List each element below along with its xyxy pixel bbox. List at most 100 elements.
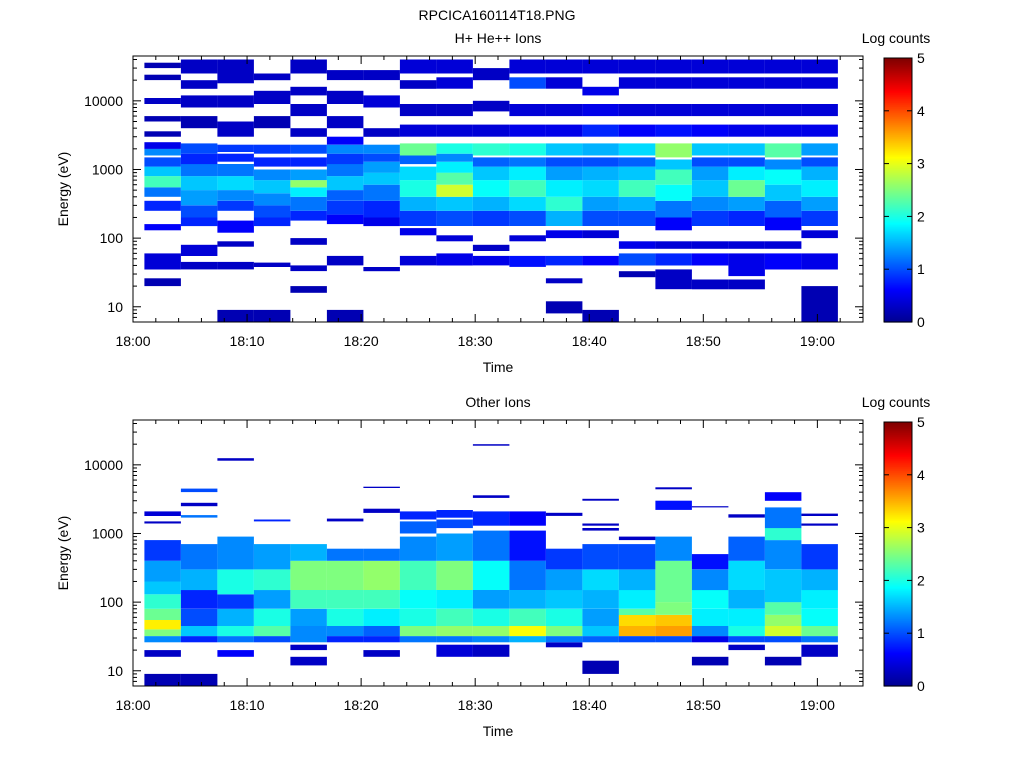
colorbar-swatch <box>884 276 912 279</box>
heatmap-cell <box>691 210 729 226</box>
colorbar-swatch <box>884 180 912 183</box>
heatmap-cell <box>582 210 619 226</box>
heatmap-cell <box>728 210 765 226</box>
colorbar-swatch <box>884 150 912 153</box>
panel-2: Other Ions 18:00 18:10 18:20 18:30 18:40 18:50… <box>55 394 930 739</box>
heatmap-cell <box>326 255 364 266</box>
heatmap-cell <box>399 180 437 197</box>
colorbar-swatch <box>884 562 912 565</box>
heatmap-cell <box>363 184 400 201</box>
heatmap-cell <box>363 172 400 185</box>
heatmap-cell <box>399 625 437 637</box>
y-tick-label: 100 <box>100 594 124 610</box>
colorbar-swatch <box>884 176 912 179</box>
heatmap-cell <box>509 77 546 89</box>
colorbar-swatch <box>884 482 912 485</box>
heatmap-cell <box>691 590 729 609</box>
colorbar-swatch <box>884 606 912 609</box>
heatmap-cell <box>144 62 181 69</box>
colorbar-swatch <box>884 258 912 261</box>
colorbar-swatch <box>884 618 912 621</box>
heatmap-cell <box>728 241 765 249</box>
colorbar-swatch <box>884 536 912 539</box>
heatmap-cell <box>545 59 583 74</box>
heatmap-cell <box>363 508 400 513</box>
colorbar-swatch <box>884 608 912 611</box>
heatmap-cell <box>618 77 656 89</box>
heatmap-cell <box>253 169 291 181</box>
colorbar-tick-label: 5 <box>917 414 925 430</box>
heatmap-cell <box>582 523 619 526</box>
colorbar-swatch <box>884 316 912 319</box>
heatmap-cell <box>545 569 583 591</box>
heatmap-cell <box>144 636 181 643</box>
heatmap-cell <box>399 155 437 165</box>
colorbar-swatch <box>884 182 912 185</box>
colorbar-swatch <box>884 622 912 625</box>
heatmap-cell <box>582 230 619 239</box>
heatmap-cell <box>326 116 364 129</box>
heatmap-cell <box>655 77 692 89</box>
heatmap-cell <box>180 515 218 518</box>
heatmap-cell <box>436 77 473 89</box>
colorbar-swatch <box>884 624 912 627</box>
heatmap-cell <box>801 523 838 526</box>
colorbar-swatch <box>884 76 912 79</box>
heatmap-cell <box>618 210 656 226</box>
colorbar-swatch <box>884 202 912 205</box>
heatmap-cell <box>180 80 218 89</box>
heatmap-cell <box>801 230 838 239</box>
heatmap-cell <box>253 73 291 81</box>
heatmap-cell <box>326 560 364 590</box>
heatmap-cell <box>436 172 473 185</box>
heatmap-cell <box>363 200 400 218</box>
heatmap-cell <box>217 95 254 108</box>
heatmap-cell <box>290 286 327 293</box>
heatmap-cell <box>399 228 437 236</box>
heatmap-cell <box>217 261 254 270</box>
heatmap-cell <box>436 636 473 643</box>
colorbar-swatch <box>884 678 912 681</box>
colorbar-swatch <box>884 574 912 577</box>
colorbar-swatch <box>884 118 912 121</box>
heatmap-cell <box>253 636 291 643</box>
heatmap-cell <box>728 180 765 197</box>
colorbar-swatch <box>884 62 912 65</box>
heatmap-cell <box>290 644 327 651</box>
heatmap-cell <box>253 205 291 218</box>
heatmap-cell <box>509 157 546 167</box>
heatmap-cell <box>618 124 656 137</box>
heatmap-cell <box>144 673 181 686</box>
colorbar-swatch <box>884 132 912 135</box>
colorbar-swatch <box>884 488 912 491</box>
heatmap-cell <box>728 608 765 626</box>
heatmap-cell <box>801 286 838 322</box>
heatmap-cell <box>144 629 181 637</box>
heatmap-cell <box>436 161 473 173</box>
colorbar-swatch <box>884 458 912 461</box>
colorbar-swatch <box>884 504 912 507</box>
heatmap-cell <box>363 548 400 561</box>
heatmap-cell <box>217 121 254 137</box>
colorbar-swatch <box>884 444 912 447</box>
colorbar-tick-label: 1 <box>917 261 925 277</box>
heatmap-cell <box>582 309 619 322</box>
colorbar-swatch <box>884 450 912 453</box>
colorbar-swatch <box>884 470 912 473</box>
colorbar-swatch <box>884 564 912 567</box>
x-tick-label: 18:50 <box>686 333 721 349</box>
colorbar-swatch <box>884 580 912 583</box>
heatmap-cell <box>545 124 583 137</box>
heatmap-cell <box>655 487 692 490</box>
heatmap-cell <box>472 210 510 226</box>
colorbar-swatch <box>884 246 912 249</box>
heatmap-cell <box>728 514 765 518</box>
heatmap-cell <box>655 217 692 231</box>
heatmap-cell <box>655 200 692 218</box>
colorbar-swatch <box>884 510 912 513</box>
colorbar-swatch <box>884 442 912 445</box>
heatmap-cell <box>545 642 583 648</box>
heatmap-cell <box>545 180 583 197</box>
colorbar-swatch <box>884 604 912 607</box>
heatmap-cell <box>290 169 327 181</box>
